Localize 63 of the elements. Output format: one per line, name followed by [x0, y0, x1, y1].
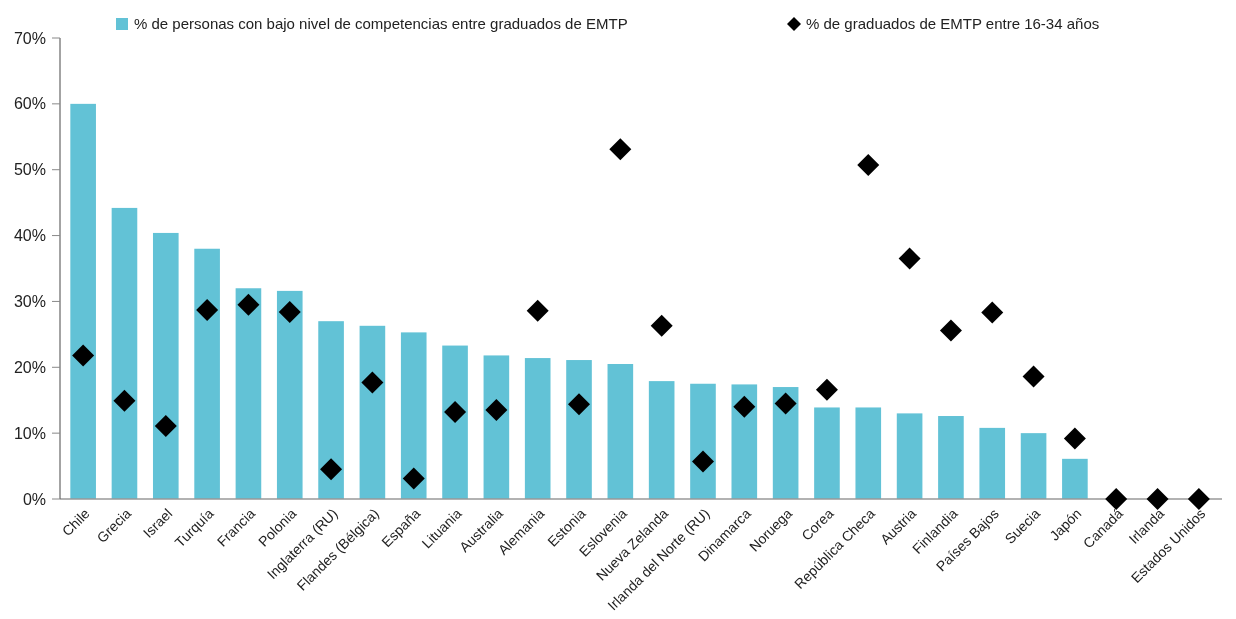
point — [568, 393, 591, 416]
point — [278, 300, 301, 323]
bar — [566, 360, 592, 499]
bar — [814, 407, 840, 499]
bar — [896, 413, 923, 499]
bar — [690, 383, 716, 499]
point — [485, 399, 508, 422]
point — [939, 319, 962, 342]
bar — [1020, 433, 1047, 499]
bar — [111, 207, 138, 499]
legend-label: % de personas con bajo nivel de competencias entre graduados de EMTP — [134, 15, 628, 33]
point — [815, 378, 838, 401]
bar — [359, 325, 386, 499]
bar — [194, 248, 220, 499]
point — [444, 401, 467, 424]
point — [320, 458, 343, 481]
point — [1146, 488, 1169, 510]
y-tick-label: 20% — [13, 358, 46, 376]
bar — [400, 332, 427, 499]
point — [857, 154, 880, 177]
bar — [483, 355, 510, 499]
bar — [524, 358, 551, 499]
bar — [938, 416, 964, 499]
bar — [648, 381, 675, 499]
bar — [152, 232, 179, 499]
point — [237, 293, 260, 316]
bar — [607, 363, 634, 499]
point — [1063, 427, 1086, 450]
y-tick-label: 10% — [13, 424, 46, 442]
point — [609, 138, 632, 161]
bar — [731, 384, 758, 499]
bar — [276, 290, 303, 499]
point — [361, 371, 384, 394]
bar — [235, 288, 262, 499]
bar — [772, 387, 799, 499]
y-tick-label: 50% — [13, 161, 46, 179]
bar — [442, 345, 468, 499]
point — [1187, 488, 1210, 510]
legend-label: % de graduados de EMTP entre 16-34 años — [806, 15, 1100, 33]
point — [1022, 365, 1045, 388]
point — [691, 450, 714, 473]
point — [113, 389, 136, 412]
point — [898, 247, 921, 270]
bar — [1062, 458, 1088, 499]
point — [402, 467, 425, 490]
y-tick-label: 30% — [13, 293, 46, 311]
y-tick-label: 70% — [13, 29, 46, 47]
y-tick-label: 0% — [22, 490, 46, 508]
y-tick-label: 60% — [13, 95, 46, 113]
bar — [70, 103, 96, 499]
point — [650, 314, 673, 337]
point — [733, 395, 756, 418]
bar — [979, 427, 1006, 499]
point — [774, 392, 797, 415]
point — [1105, 488, 1128, 510]
y-tick-label: 40% — [13, 227, 46, 245]
point — [72, 344, 95, 367]
bar — [855, 407, 882, 499]
bar — [318, 321, 344, 499]
point — [154, 414, 177, 437]
point — [196, 298, 219, 321]
point — [981, 301, 1004, 324]
point — [526, 299, 549, 322]
